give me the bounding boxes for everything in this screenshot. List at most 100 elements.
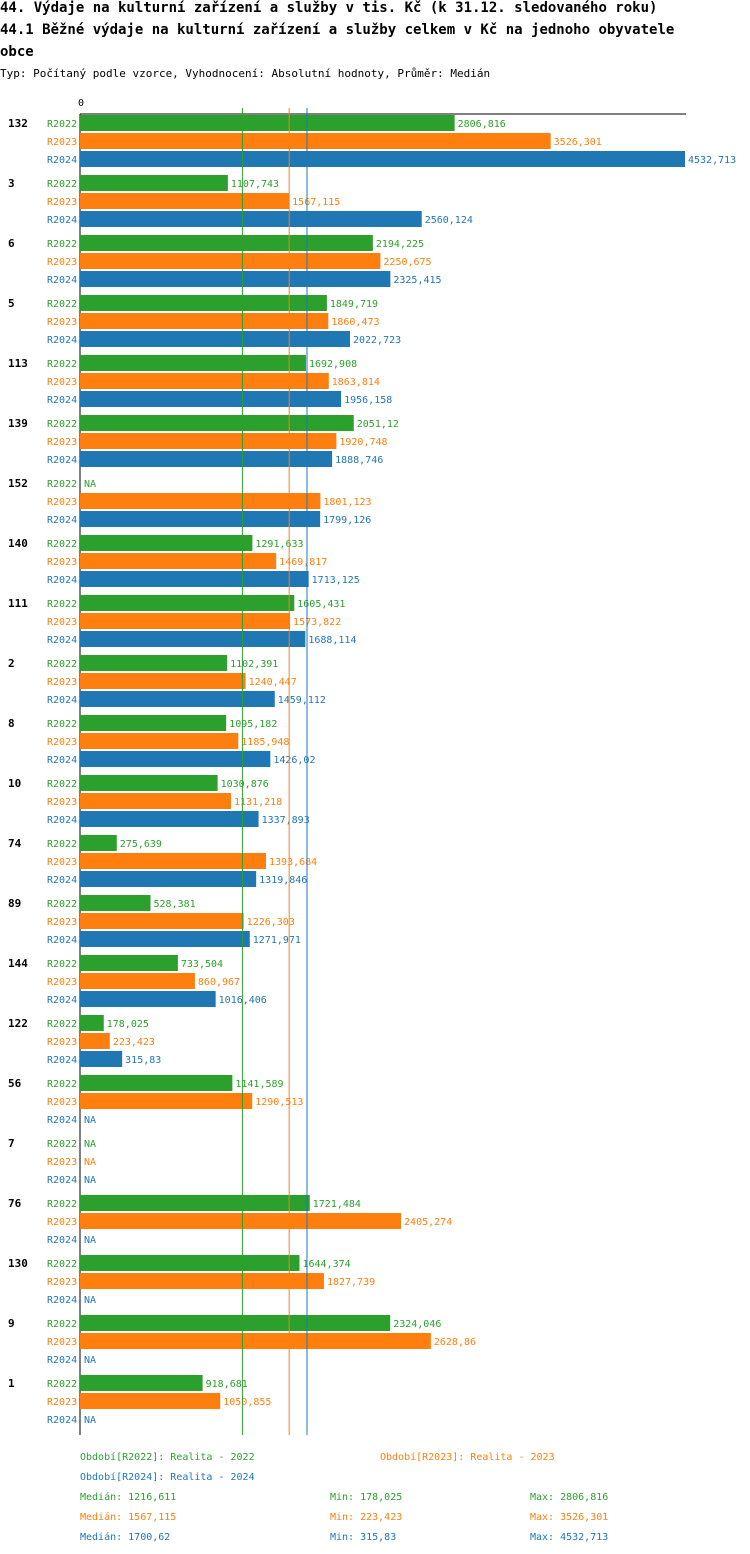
series-label-r2023-122: R2023 (47, 1037, 77, 1048)
series-label-r2023-76: R2023 (47, 1217, 77, 1228)
bar-value-3-r2022: 1107,743 (231, 179, 279, 190)
bar-10-r2024 (80, 811, 259, 827)
bar-value-6-r2024: 2325,415 (393, 275, 441, 286)
series-label-r2024-1: R2024 (47, 1415, 77, 1426)
series-label-r2022-3: R2022 (47, 179, 77, 190)
bar-132-r2024 (80, 151, 685, 167)
bar-value-122-r2023: 223,423 (113, 1037, 155, 1048)
bar-5-r2023 (80, 313, 329, 329)
bar-value-140-r2022: 1291,633 (255, 539, 303, 550)
bar-value-113-r2022: 1692,908 (309, 359, 357, 370)
series-label-r2023-132: R2023 (47, 137, 77, 148)
bar-value-130-r2022: 1644,374 (302, 1259, 350, 1270)
bar-10-r2023 (80, 793, 231, 809)
bar-139-r2024 (80, 451, 333, 467)
series-label-r2023-113: R2023 (47, 377, 77, 388)
series-label-r2024-76: R2024 (47, 1235, 77, 1246)
stat-min-r2022: Min: 178,025 (330, 1492, 402, 1503)
group-label-144: 144 (8, 957, 28, 970)
bar-89-r2024 (80, 931, 250, 947)
bar-value-152-r2023: 1801,123 (323, 497, 371, 508)
series-label-r2022-144: R2022 (47, 959, 77, 970)
series-label-r2022-8: R2022 (47, 719, 77, 730)
bar-111-r2024 (80, 631, 306, 647)
bar-value-76-r2023: 2405,274 (404, 1217, 452, 1228)
bar-9-r2022 (80, 1315, 391, 1331)
series-label-r2022-6: R2022 (47, 239, 77, 250)
bar-89-r2023 (80, 913, 244, 929)
stat-max-r2022: Max: 2806,816 (530, 1492, 608, 1503)
stat-max-r2024: Max: 4532,713 (530, 1532, 608, 1543)
bar-122-r2023 (80, 1033, 110, 1049)
series-label-r2022-7: R2022 (47, 1139, 77, 1150)
chart-title-line-1: 44. Výdaje na kulturní zařízení a služby… (0, 0, 658, 16)
series-label-r2023-74: R2023 (47, 857, 77, 868)
series-label-r2023-130: R2023 (47, 1277, 77, 1288)
bar-113-r2022 (80, 355, 306, 371)
bar-74-r2022 (80, 835, 117, 851)
series-label-r2022-130: R2022 (47, 1259, 77, 1270)
series-label-r2024-140: R2024 (47, 575, 77, 586)
series-label-r2024-122: R2024 (47, 1055, 77, 1066)
series-label-r2023-89: R2023 (47, 917, 77, 928)
series-label-r2024-2: R2024 (47, 695, 77, 706)
bar-value-89-r2023: 1226,303 (247, 917, 295, 928)
bar-74-r2024 (80, 871, 257, 887)
bar-56-r2023 (80, 1093, 253, 1109)
na-label-7-r2022: NA (84, 1139, 96, 1150)
legend-period-r2022: Období[R2022]: Realita - 2022 (80, 1451, 255, 1463)
group-label-76: 76 (8, 1197, 22, 1210)
series-label-r2022-152: R2022 (47, 479, 77, 490)
na-label-56-r2024: NA (84, 1115, 96, 1126)
legend-period-r2023: Období[R2023]: Realita - 2023 (380, 1451, 555, 1463)
bar-140-r2022 (80, 535, 253, 551)
series-label-r2022-139: R2022 (47, 419, 77, 430)
bar-value-111-r2024: 1688,114 (308, 635, 356, 646)
bar-3-r2023 (80, 193, 290, 209)
bar-6-r2023 (80, 253, 381, 269)
bar-6-r2024 (80, 271, 391, 287)
series-label-r2024-9: R2024 (47, 1355, 77, 1366)
series-label-r2023-6: R2023 (47, 257, 77, 268)
bar-113-r2024 (80, 391, 342, 407)
bar-value-1-r2023: 1050,855 (223, 1397, 271, 1408)
na-label-9-r2024: NA (84, 1355, 96, 1366)
group-label-113: 113 (8, 357, 28, 370)
series-label-r2022-111: R2022 (47, 599, 77, 610)
series-label-r2022-5: R2022 (47, 299, 77, 310)
bar-144-r2022 (80, 955, 178, 971)
bar-value-5-r2023: 1860,473 (331, 317, 379, 328)
bar-140-r2024 (80, 571, 309, 587)
bar-10-r2022 (80, 775, 218, 791)
series-label-r2022-89: R2022 (47, 899, 77, 910)
stat-min-r2023: Min: 223,423 (330, 1512, 402, 1523)
series-label-r2023-5: R2023 (47, 317, 77, 328)
chart-subtitle: Typ: Počítaný podle vzorce, Vyhodnocení:… (0, 67, 491, 80)
bar-144-r2023 (80, 973, 195, 989)
bar-139-r2022 (80, 415, 354, 431)
group-label-74: 74 (8, 837, 22, 850)
series-label-r2024-74: R2024 (47, 875, 77, 886)
bar-2-r2024 (80, 691, 275, 707)
series-label-r2024-132: R2024 (47, 155, 77, 166)
legend-period-r2024: Období[R2024]: Realita - 2024 (80, 1471, 255, 1483)
series-label-r2022-113: R2022 (47, 359, 77, 370)
bar-3-r2022 (80, 175, 228, 191)
bar-74-r2023 (80, 853, 267, 869)
group-label-56: 56 (8, 1077, 22, 1090)
series-label-r2024-152: R2024 (47, 515, 77, 526)
series-label-r2024-144: R2024 (47, 995, 77, 1006)
group-label-8: 8 (8, 717, 15, 730)
stat-median-r2022: Medián: 1216,611 (80, 1491, 176, 1503)
series-label-r2023-9: R2023 (47, 1337, 77, 1348)
group-label-89: 89 (8, 897, 21, 910)
series-label-r2022-122: R2022 (47, 1019, 77, 1030)
series-label-r2023-3: R2023 (47, 197, 77, 208)
bar-value-10-r2023: 1131,218 (234, 797, 282, 808)
bar-value-140-r2023: 1469,817 (279, 557, 327, 568)
bar-value-89-r2024: 1271,971 (253, 935, 301, 946)
series-label-r2024-10: R2024 (47, 815, 77, 826)
bar-111-r2023 (80, 613, 291, 629)
bar-value-152-r2024: 1799,126 (323, 515, 371, 526)
series-label-r2023-1: R2023 (47, 1397, 77, 1408)
